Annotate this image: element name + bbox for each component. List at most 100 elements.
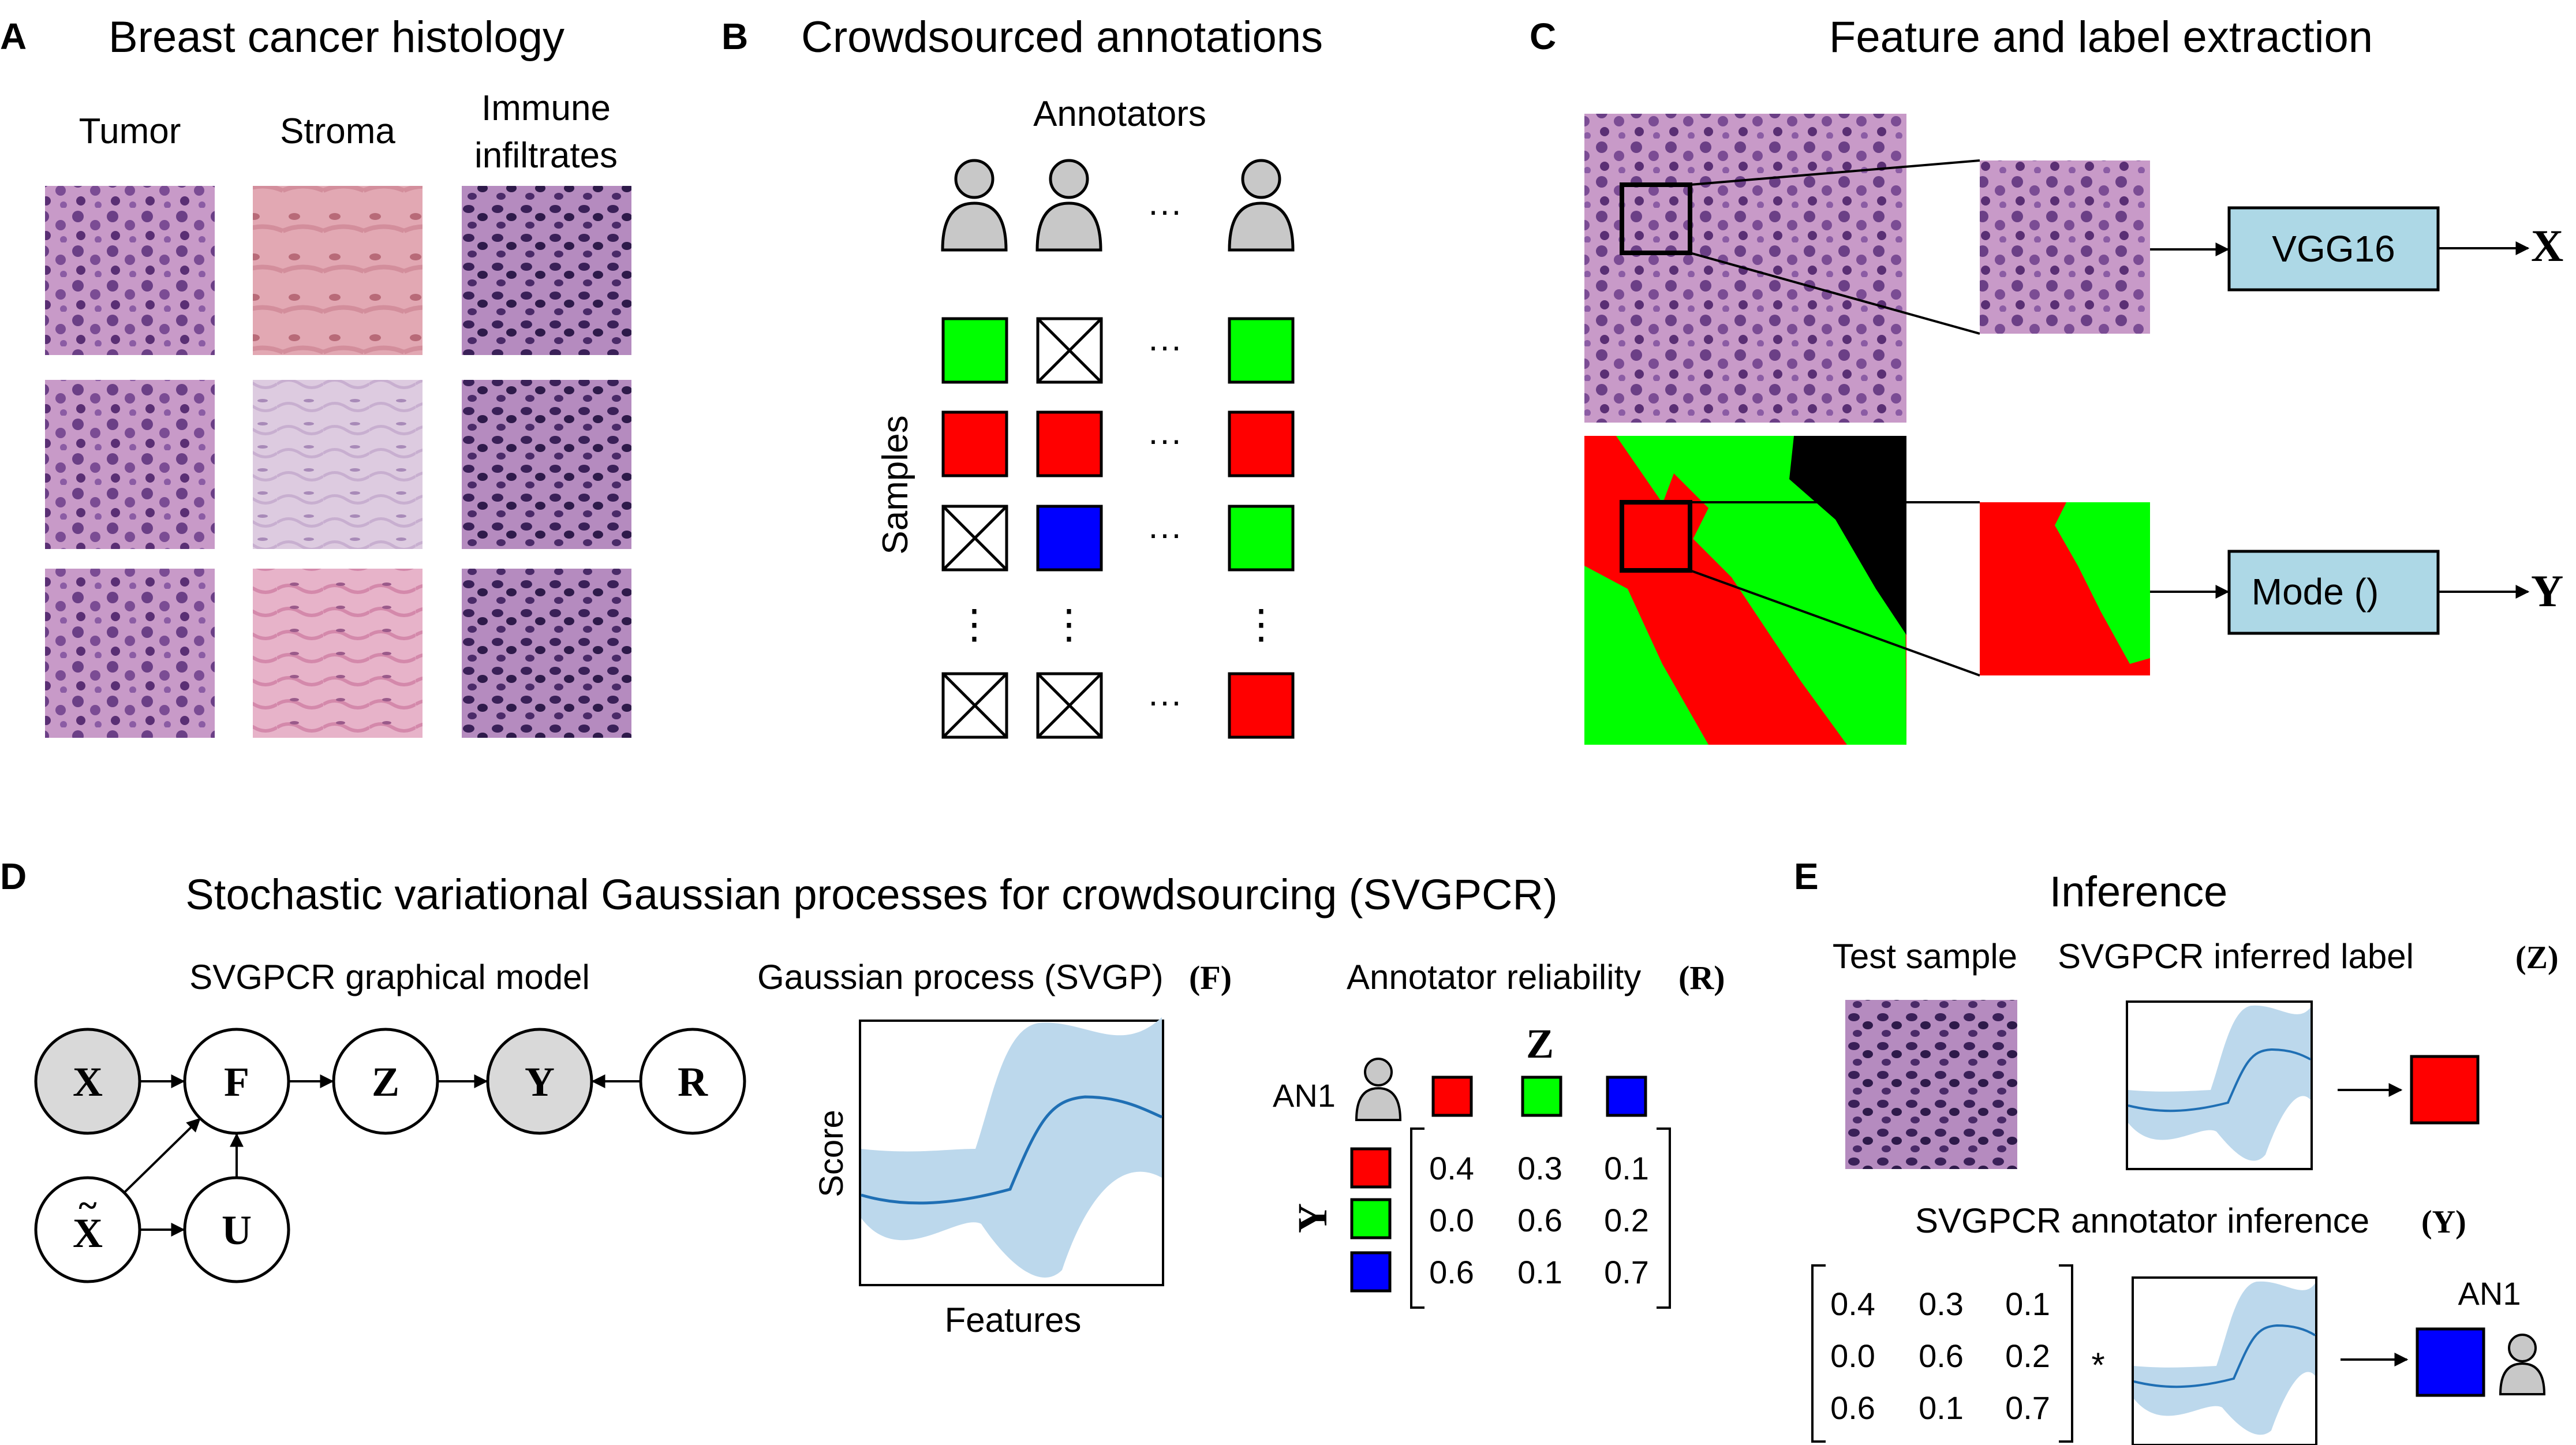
column-vellipsis: ⋮ <box>1049 602 1089 647</box>
annotator-label-box <box>2416 1327 2485 1397</box>
node-r-label: R <box>678 1059 708 1105</box>
features-symbol: X <box>2531 221 2563 271</box>
matrix-cell: 0.1 <box>1604 1150 1649 1186</box>
panel-c-letter: C <box>1530 16 1556 57</box>
immune-image-3 <box>462 569 631 738</box>
class-red <box>1350 1147 1392 1189</box>
node-y-label: Y <box>525 1059 555 1105</box>
matrix-cell: 0.1 <box>2005 1286 2050 1322</box>
labels-symbol: Y <box>2531 566 2563 616</box>
gp-plot <box>859 1017 1164 1286</box>
immune-image-2 <box>462 380 631 549</box>
matrix-cell: 0.7 <box>1604 1254 1649 1290</box>
test-sample-image <box>1845 1000 2017 1169</box>
vgg16-box <box>2227 206 2440 292</box>
inferred-label-title: SVGPCR inferred label <box>2058 937 2414 976</box>
annotator-icon-2 <box>1035 159 1102 252</box>
class-green <box>1521 1076 1562 1117</box>
matrix-cell: 0.7 <box>2005 1390 2050 1426</box>
class-red <box>1431 1076 1473 1117</box>
wsi-crop-box <box>1620 182 1692 255</box>
gp-mean-line <box>861 1095 1163 1205</box>
inferred-gp-plot <box>2126 1000 2313 1170</box>
panel-b: B Crowdsourced annotations Annotators Sa… <box>721 13 1323 739</box>
y-axis-symbol: Y <box>1289 1203 1336 1233</box>
matrix-bracket-right <box>1657 1127 1671 1309</box>
test-sample-label: Test sample <box>1833 937 2017 976</box>
annotator-icon <box>2499 1334 2546 1395</box>
multiply-sign: * <box>2091 1346 2104 1384</box>
annotation-red <box>1228 410 1295 477</box>
matrix-bracket-left <box>1410 1127 1425 1309</box>
z-axis-symbol: Z <box>1526 1021 1554 1067</box>
matrix-cell: 0.3 <box>1919 1286 1964 1322</box>
matrix-cell: 0.4 <box>1429 1150 1474 1186</box>
graph-title: SVGPCR graphical model <box>189 958 590 996</box>
matrix-bracket-left <box>1811 1264 1826 1443</box>
panel-e-letter: E <box>1794 856 1819 897</box>
column-label-immune-2: infiltrates <box>474 136 618 176</box>
matrix-cell: 0.1 <box>1517 1254 1562 1290</box>
panel-d-title: Stochastic variational Gaussian processe… <box>185 871 1557 918</box>
matrix-cell: 0.0 <box>1830 1338 1875 1374</box>
annotation-red <box>1036 410 1103 477</box>
column-vellipsis: ⋮ <box>1241 602 1281 647</box>
class-blue <box>1350 1251 1392 1293</box>
node-x-tilde-label: X <box>73 1210 103 1256</box>
matrix-cell: 0.6 <box>1517 1202 1562 1238</box>
reliability-matrix: 0.4 0.3 0.1 0.0 0.6 0.2 0.6 0.1 0.7 <box>1429 1150 1649 1290</box>
an1-label: AN1 <box>2458 1275 2521 1312</box>
panel-c: C Feature and label extraction VGG16 X M… <box>1530 13 2563 745</box>
matrix-cell: 0.3 <box>1517 1150 1562 1186</box>
mode-label: Mode () <box>2252 571 2379 613</box>
node-f-label: F <box>224 1059 249 1105</box>
tumor-image-3 <box>45 569 215 738</box>
annotator-icon-n <box>1228 159 1295 252</box>
patch-image <box>1980 160 2150 334</box>
annotation-missing <box>1036 317 1103 384</box>
panel-d: D Stochastic variational Gaussian proces… <box>0 856 1725 1339</box>
panel-b-title: Crowdsourced annotations <box>801 13 1323 62</box>
annotators-ellipsis: ··· <box>1147 191 1182 230</box>
inferred-label-box <box>2410 1055 2480 1125</box>
annotation-missing <box>1036 672 1103 739</box>
inferred-label-symbol: (Z) <box>2515 940 2559 976</box>
edge-xtilde-f <box>123 1118 201 1194</box>
stroma-image-1 <box>253 186 423 355</box>
row-ellipsis: ··· <box>1147 420 1182 459</box>
gp-confidence-band <box>861 1017 1162 1278</box>
tumor-image-1 <box>45 186 215 355</box>
panel-a-title: Breast cancer histology <box>109 13 564 62</box>
matrix-cell: 0.0 <box>1429 1202 1474 1238</box>
matrix-cell: 0.1 <box>1919 1390 1964 1426</box>
gp-title: Gaussian process (SVGP) <box>757 958 1164 996</box>
matrix-cell: 0.2 <box>2005 1338 2050 1374</box>
annotators-label: Annotators <box>1033 94 1206 134</box>
row-ellipsis: ··· <box>1147 682 1182 720</box>
zoom-line <box>1689 501 1980 677</box>
annotation-missing <box>941 672 1008 739</box>
inference-matrix: 0.4 0.3 0.1 0.0 0.6 0.2 0.6 0.1 0.7 <box>1830 1286 2050 1426</box>
an1-label: AN1 <box>1273 1077 1336 1114</box>
annotation-red <box>941 410 1008 477</box>
vgg16-label: VGG16 <box>2272 228 2395 270</box>
row-ellipsis: ··· <box>1147 327 1182 365</box>
annotation-green <box>1228 505 1295 572</box>
reliability-title: Annotator reliability <box>1347 958 1641 996</box>
class-blue <box>1606 1076 1647 1117</box>
class-green <box>1350 1198 1392 1239</box>
reliability-symbol: (R) <box>1678 959 1725 996</box>
annotation-blue <box>1036 505 1103 572</box>
gp-symbol: (F) <box>1189 959 1232 996</box>
zoom-line <box>1689 159 1980 335</box>
annotation-green <box>1228 317 1295 384</box>
panel-c-title: Feature and label extraction <box>1829 13 2373 62</box>
column-vellipsis: ⋮ <box>954 602 994 647</box>
stroma-image-2 <box>253 380 423 549</box>
score-label: Score <box>813 1110 850 1197</box>
panel-e-title: Inference <box>2050 868 2228 916</box>
tumor-image-2 <box>45 380 215 549</box>
panel-a: A Breast cancer histology Tumor Stroma I… <box>0 13 631 738</box>
samples-label: Samples <box>876 415 915 554</box>
